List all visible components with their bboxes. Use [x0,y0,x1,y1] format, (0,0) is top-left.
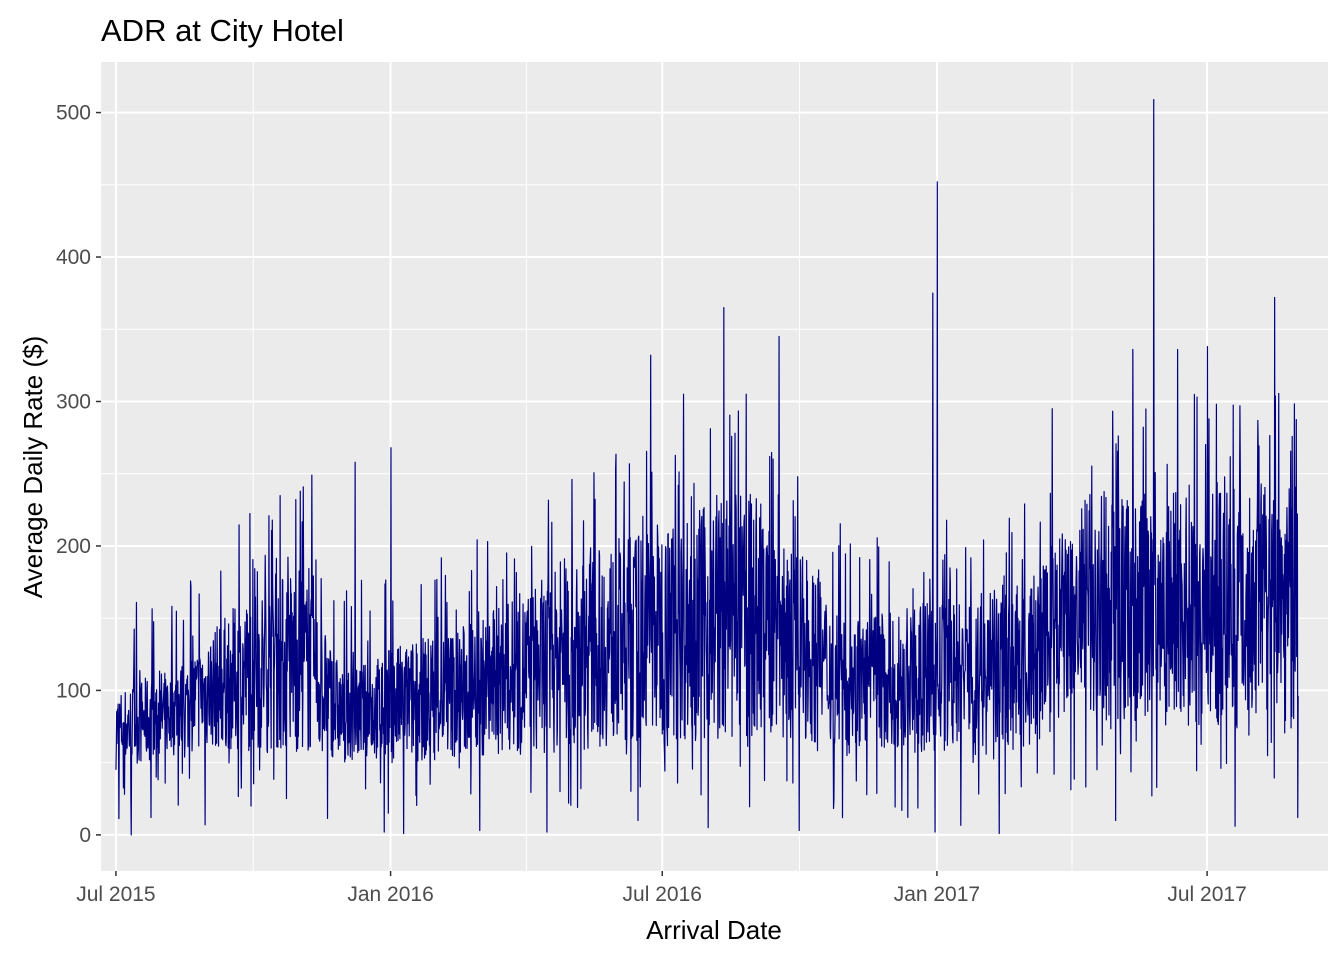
y-tick-label: 0 [79,824,91,847]
y-axis-title: Average Daily Rate ($) [18,336,48,599]
x-tick-label: Jan 2017 [894,883,980,906]
y-tick-label: 100 [56,679,91,702]
minor-gridlines [101,62,1328,871]
x-tick-label: Jul 2016 [623,883,702,906]
x-axis: Jul 2015 Jan 2016 Jul 2016 Jan 2017 Jul 2017 [76,871,1247,906]
x-axis-title: Arrival Date [646,915,782,945]
chart-title: ADR at City Hotel [101,13,344,48]
y-axis: 0 100 200 300 400 500 [56,102,101,847]
y-tick-label: 400 [56,246,91,269]
series-line-adr [115,98,1299,836]
x-tick-label: Jul 2017 [1167,883,1246,906]
plot-panel [101,62,1328,871]
y-tick-label: 200 [56,535,91,558]
y-tick-label: 500 [56,102,91,125]
y-tick-label: 300 [56,390,91,413]
series-adr [115,98,1299,836]
x-tick-label: Jul 2015 [76,883,155,906]
x-tick-label: Jan 2016 [347,883,433,906]
